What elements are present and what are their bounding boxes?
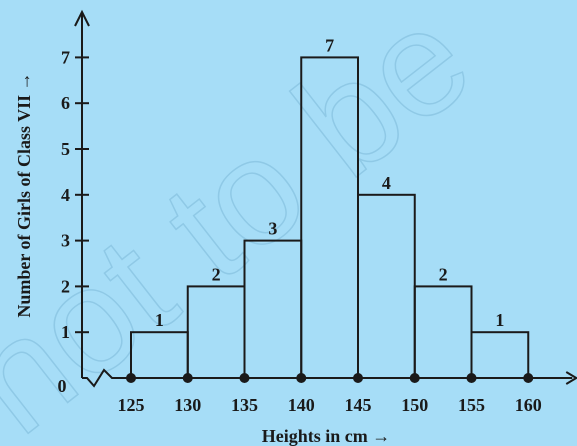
- origin-label: 0: [58, 376, 67, 396]
- bar-value-label: 2: [212, 264, 221, 284]
- x-axis-title: Heights in cm →: [262, 426, 391, 446]
- x-bin-edge-dot: [239, 373, 250, 383]
- x-bin-edge-dot: [523, 373, 534, 383]
- axes-layer: [74, 9, 577, 388]
- y-tick-label: 7: [61, 47, 70, 67]
- histogram-bar: [470, 331, 530, 380]
- x-bin-edge-dot: [296, 373, 307, 383]
- y-tick-label: 4: [61, 185, 70, 205]
- y-axis-arrowhead: [74, 9, 90, 27]
- y-tick-label: 2: [61, 276, 70, 296]
- x-tick-label: 135: [231, 395, 258, 415]
- watermark: not to be: [0, 0, 500, 446]
- x-tick-label: 125: [118, 395, 145, 415]
- x-tick-label: 130: [174, 395, 201, 415]
- x-bin-edge-dot: [409, 373, 420, 383]
- labels-layer: 1 2 3 4 5 6 7 1 2 3 7 4 2 1 125 130 135 140 145 150 155 160: [61, 35, 542, 415]
- y-tick-label: 3: [61, 231, 70, 251]
- x-bin-edge-dot: [466, 373, 477, 383]
- bar-value-label: 2: [439, 264, 448, 284]
- x-tick-label: 155: [458, 395, 485, 415]
- histogram-bar: [413, 285, 473, 379]
- y-tick-label: 5: [61, 139, 70, 159]
- bar-value-label: 3: [268, 219, 277, 239]
- bar-value-label: 1: [495, 310, 504, 330]
- y-tick-label: 6: [61, 93, 70, 113]
- bar-value-label: 7: [325, 35, 334, 55]
- bar-value-label: 4: [382, 173, 391, 193]
- x-tick-label: 140: [288, 395, 315, 415]
- x-bin-edge-dot: [126, 373, 136, 383]
- x-tick-label: 150: [401, 395, 428, 415]
- y-tick-label: 1: [61, 322, 70, 342]
- x-tick-label: 145: [345, 395, 372, 415]
- bar-value-label: 1: [155, 310, 164, 330]
- y-axis-title: Number of Girls of Class VII →: [14, 72, 34, 317]
- x-bin-edge-dot: [182, 373, 193, 383]
- x-tick-label: 160: [515, 395, 542, 415]
- x-bin-edge-dot: [353, 373, 363, 383]
- histogram-bar: [357, 193, 416, 379]
- x-axis-arrowhead: [565, 371, 577, 385]
